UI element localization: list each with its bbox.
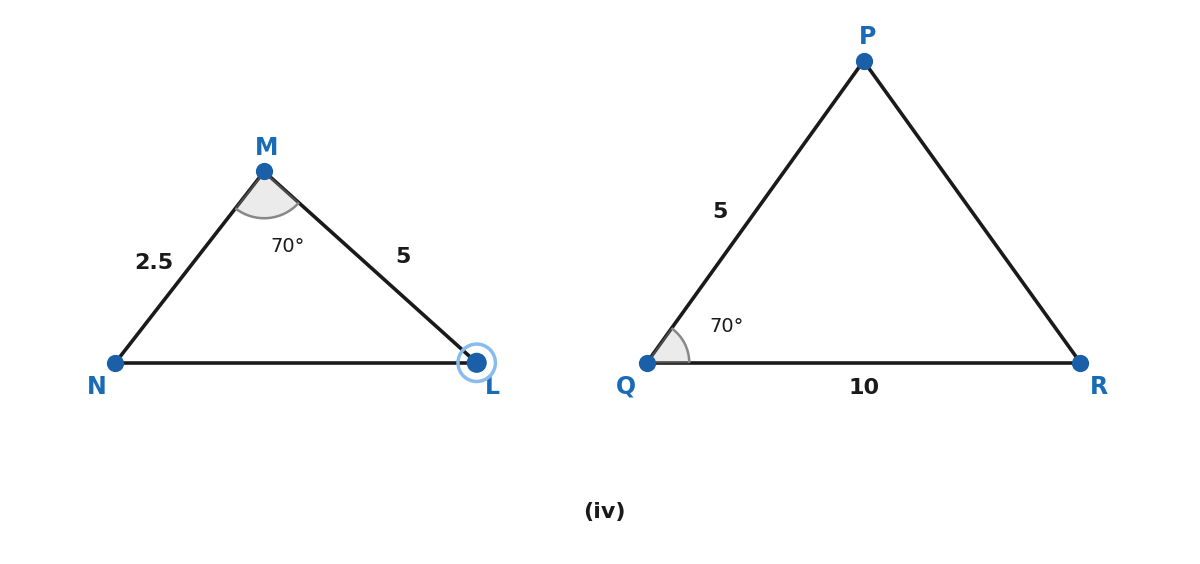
Text: 5: 5 bbox=[712, 202, 727, 222]
Text: M: M bbox=[254, 136, 278, 161]
Point bbox=[254, 167, 274, 176]
Wedge shape bbox=[235, 171, 299, 218]
Text: P: P bbox=[859, 25, 876, 49]
Text: Q: Q bbox=[616, 374, 636, 399]
Point bbox=[854, 56, 874, 65]
Point bbox=[1070, 358, 1090, 367]
Text: 70°: 70° bbox=[709, 317, 744, 336]
Text: (iv): (iv) bbox=[583, 501, 625, 522]
Text: 10: 10 bbox=[848, 378, 880, 398]
Text: L: L bbox=[485, 374, 499, 399]
Text: 70°: 70° bbox=[270, 236, 305, 255]
Point bbox=[467, 358, 486, 367]
Circle shape bbox=[467, 354, 486, 372]
Text: 5: 5 bbox=[395, 247, 410, 267]
Wedge shape bbox=[647, 328, 689, 363]
Text: R: R bbox=[1090, 374, 1109, 399]
Point bbox=[106, 358, 125, 367]
Point bbox=[637, 358, 656, 367]
Text: N: N bbox=[86, 374, 107, 399]
Text: 2.5: 2.5 bbox=[134, 253, 174, 273]
